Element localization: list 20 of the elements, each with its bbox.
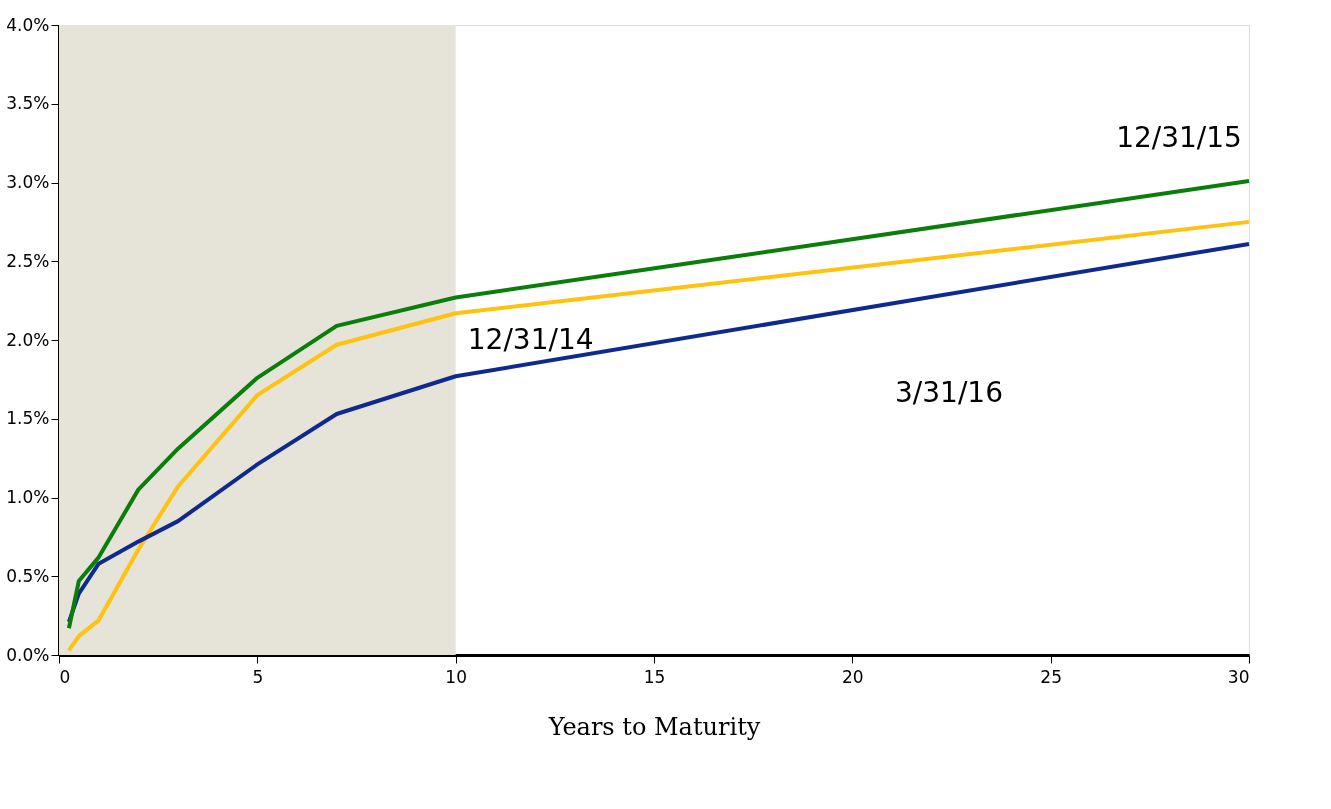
x-tick-label: 20 <box>842 666 864 687</box>
y-tick-label: 3.0% <box>6 172 50 192</box>
text: 3/31/16 <box>895 375 1003 409</box>
x-tick-label: 0 <box>59 666 71 687</box>
x-axis-title: Years to Maturity <box>547 712 761 741</box>
y-tick-label: 1.5% <box>6 408 50 429</box>
series-label: 12/31/15 <box>1116 120 1242 154</box>
y-tick-label: 2.0% <box>6 329 50 350</box>
y-tick-label: 2.5% <box>6 250 50 271</box>
x-tick-label: 15 <box>643 666 666 687</box>
x-tick-label: 25 <box>1040 666 1062 687</box>
y-tick-label: 4.0% <box>6 14 50 35</box>
y-tick-label: 3.5% <box>6 93 50 114</box>
series-label: 12/31/14 <box>467 323 594 357</box>
x-tick-label: 10 <box>445 666 467 687</box>
y-tick-label: 0.0% <box>6 644 50 665</box>
y-tick-label: 0.5% <box>6 565 50 586</box>
y-tick-label: 1.0% <box>6 487 50 507</box>
x-tick-label: 5 <box>252 666 264 687</box>
x-tick-label: 30 <box>1227 666 1250 687</box>
